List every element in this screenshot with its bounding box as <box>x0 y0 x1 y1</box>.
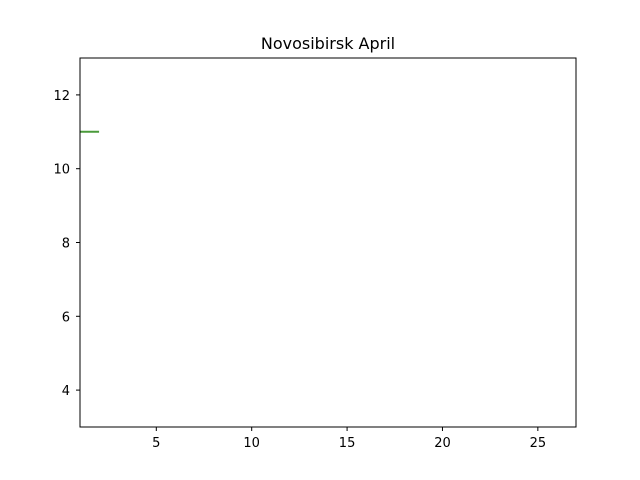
x-tick-label: 5 <box>152 436 160 451</box>
x-tick-label: 20 <box>434 436 451 451</box>
x-tick-label: 10 <box>243 436 260 451</box>
y-tick-label: 10 <box>53 163 70 178</box>
y-tick-label: 12 <box>53 89 70 104</box>
y-tick-label: 6 <box>62 310 70 325</box>
chart-title: Novosibirsk April <box>261 34 395 53</box>
y-tick-label: 8 <box>62 237 70 252</box>
x-axis-ticks: 5 10 15 20 25 <box>152 427 546 451</box>
x-tick-label: 15 <box>339 436 356 451</box>
y-tick-label: 4 <box>62 384 70 399</box>
x-tick-label: 25 <box>530 436 547 451</box>
y-axis-ticks: 4 6 8 10 12 <box>53 89 80 399</box>
plot-frame <box>79 57 577 428</box>
plot-area <box>80 58 576 427</box>
